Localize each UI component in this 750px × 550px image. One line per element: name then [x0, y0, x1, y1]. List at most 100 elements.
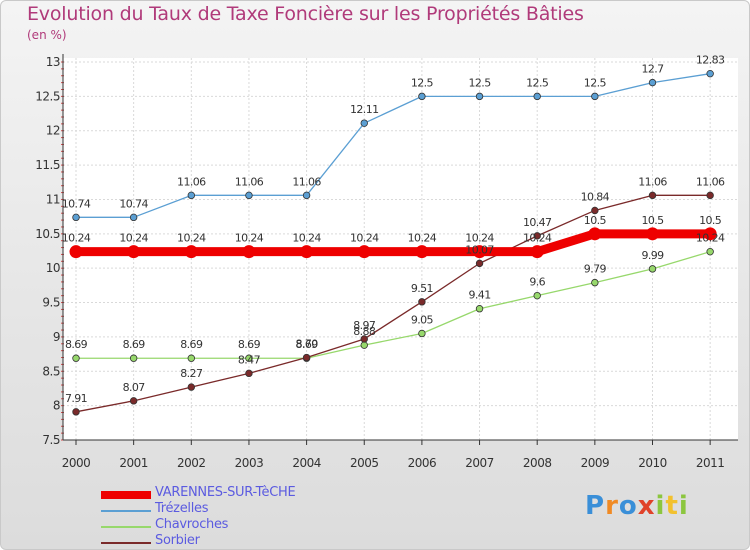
data-label: 10.07	[465, 243, 494, 256]
data-label: 8.47	[238, 353, 261, 366]
data-point	[703, 227, 717, 241]
data-label: 10.24	[292, 232, 321, 245]
logo-letter: i	[655, 491, 666, 521]
y-tick-label: 11.5	[35, 158, 60, 172]
logo-letter: P	[585, 491, 606, 521]
data-point	[187, 354, 195, 362]
data-label: 8.69	[296, 338, 319, 351]
data-label: 10.24	[119, 232, 148, 245]
data-label: 10.24	[235, 232, 264, 245]
data-label: 10.84	[581, 190, 610, 203]
data-label: 8.88	[353, 325, 376, 338]
legend-label: Trézelles	[155, 501, 209, 516]
chart-subtitle: (en %)	[27, 28, 67, 42]
logo-letter: o	[618, 491, 638, 521]
data-point	[357, 245, 371, 259]
data-point	[129, 354, 138, 362]
data-point	[72, 213, 80, 222]
series-line	[71, 229, 715, 257]
data-point	[706, 69, 714, 78]
data-label: 11.06	[638, 175, 667, 188]
x-tick-label: 2010	[638, 456, 667, 470]
y-tick-label: 12	[46, 124, 60, 138]
data-label: 9.51	[411, 282, 433, 295]
data-point	[415, 245, 429, 259]
data-point	[588, 227, 602, 241]
data-point	[127, 245, 141, 259]
data-point	[187, 383, 195, 391]
series-line	[75, 194, 711, 413]
data-label: 8.69	[65, 338, 88, 351]
data-point	[533, 291, 541, 300]
data-point	[360, 335, 368, 343]
data-point	[418, 298, 426, 306]
data-point	[129, 397, 138, 405]
chart-title: Evolution du Taux de Taxe Foncière sur l…	[27, 3, 584, 25]
data-label: 7.91	[65, 392, 87, 405]
data-point	[706, 247, 714, 256]
x-tick-label: 2001	[119, 456, 148, 470]
data-label: 8.07	[123, 381, 146, 394]
data-label: 10.5	[641, 214, 664, 227]
legend-swatch	[101, 510, 151, 512]
data-label: 12.7	[641, 63, 664, 76]
data-label: 12.5	[469, 76, 492, 89]
data-label: 8.69	[123, 338, 146, 351]
data-point	[591, 206, 599, 215]
x-tick-label: 2004	[292, 456, 321, 470]
data-point	[245, 354, 253, 362]
data-label: 8.69	[238, 338, 261, 351]
x-tick-label: 2005	[350, 456, 379, 470]
data-label: 11.06	[235, 175, 264, 188]
data-point	[530, 245, 544, 259]
legend-label: Sorbier	[155, 533, 200, 548]
data-label: 10.24	[62, 232, 91, 245]
y-tick-label: 7.5	[42, 433, 60, 447]
logo-letter: x	[637, 491, 656, 521]
y-tick-label: 10	[46, 261, 60, 275]
data-point	[648, 78, 657, 87]
data-point	[648, 265, 657, 273]
data-label: 10.24	[523, 232, 552, 245]
data-label: 10.5	[584, 214, 607, 227]
data-point	[360, 119, 368, 127]
x-tick-label: 2002	[177, 456, 206, 470]
data-label: 10.24	[465, 232, 494, 245]
x-tick-label: 2007	[465, 456, 494, 470]
data-point	[533, 232, 541, 240]
data-label: 12.5	[584, 76, 607, 89]
data-point	[184, 245, 198, 259]
legend-label: VARENNES-SUR-TèCHE	[155, 485, 296, 500]
data-label: 12.83	[696, 54, 725, 67]
y-tick-label: 9	[53, 330, 60, 344]
y-tick-label: 8.5	[42, 364, 60, 378]
data-point	[418, 329, 426, 338]
data-point	[591, 92, 599, 101]
data-point	[129, 213, 138, 222]
data-label: 9.41	[469, 289, 491, 302]
data-label: 10.47	[523, 216, 552, 229]
data-point	[69, 245, 83, 259]
logo-letter: i	[678, 491, 689, 521]
data-point	[646, 227, 659, 241]
data-label: 11.06	[292, 175, 321, 188]
legend-swatch	[101, 491, 151, 499]
x-tick-label: 2006	[408, 456, 437, 470]
data-label: 8.69	[180, 338, 203, 351]
data-point	[300, 245, 314, 259]
x-tick-label: 2003	[235, 456, 264, 470]
data-label: 8.97	[353, 319, 376, 332]
data-label: 10.5	[699, 214, 722, 227]
x-tick-label: 2008	[523, 456, 552, 470]
data-point	[418, 92, 426, 101]
data-label: 10.24	[350, 232, 379, 245]
data-point	[72, 408, 80, 416]
data-point	[648, 191, 657, 200]
data-point	[475, 305, 484, 313]
data-label: 9.05	[411, 313, 434, 326]
data-label: 10.24	[696, 232, 725, 245]
data-point	[475, 259, 484, 268]
y-tick-label: 8	[53, 399, 60, 413]
